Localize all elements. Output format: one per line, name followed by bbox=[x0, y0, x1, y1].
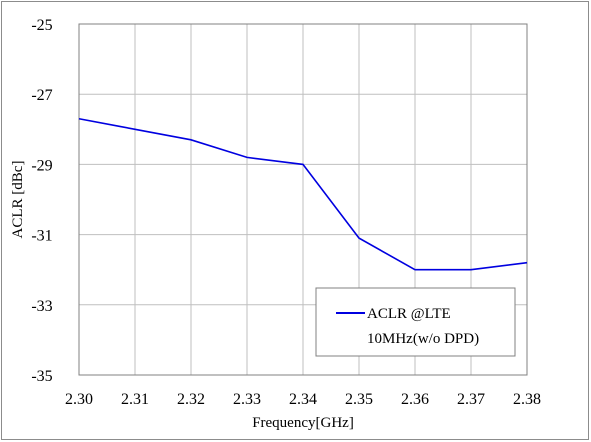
y-axis-title: ACLR [dBc] bbox=[10, 161, 26, 239]
series-group bbox=[78, 117, 528, 271]
y-tick-label: -25 bbox=[31, 17, 52, 34]
y-tick-labels: -25 -27 -29 -31 -33 -35 bbox=[31, 17, 52, 385]
x-tick-label: 2.37 bbox=[457, 391, 485, 408]
plot-area-border bbox=[78, 23, 528, 376]
x-tick-label: 2.34 bbox=[289, 391, 317, 408]
legend: ACLR @LTE 10MHz(w/o DPD) bbox=[315, 287, 516, 357]
x-tick-label: 2.33 bbox=[233, 391, 261, 408]
x-axis-title: Frequency[GHz] bbox=[252, 415, 354, 431]
y-tick-label: -35 bbox=[31, 368, 52, 385]
legend-box bbox=[315, 287, 516, 357]
x-tick-label: 2.36 bbox=[401, 391, 429, 408]
series-line bbox=[78, 117, 528, 271]
x-tick-label: 2.38 bbox=[513, 391, 541, 408]
x-tick-label: 2.30 bbox=[65, 391, 93, 408]
x-tick-label: 2.32 bbox=[177, 391, 205, 408]
y-tick-label: -29 bbox=[31, 157, 52, 174]
y-tick-label: -33 bbox=[31, 298, 52, 315]
x-tick-label: 2.31 bbox=[121, 391, 149, 408]
legend-series-label-line-1: ACLR @LTE bbox=[367, 306, 451, 322]
y-tick-label: -27 bbox=[31, 87, 52, 104]
x-tick-labels: 2.30 2.31 2.32 2.33 2.34 2.35 2.36 2.37 2.38 bbox=[65, 391, 541, 408]
x-tick-label: 2.35 bbox=[345, 391, 373, 408]
y-tick-label: -31 bbox=[31, 228, 52, 245]
legend-series-label-line-2: 10MHz(w/o DPD) bbox=[367, 331, 479, 347]
